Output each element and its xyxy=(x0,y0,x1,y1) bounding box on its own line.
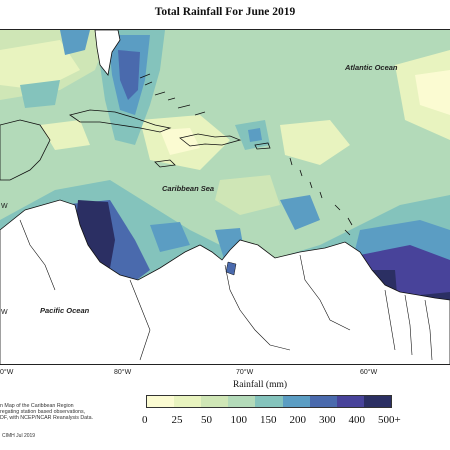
florida-landmass xyxy=(94,30,121,76)
atlantic-ocean-label: Atlantic Ocean xyxy=(345,63,398,72)
colorbar xyxy=(146,395,392,408)
colorbar-bin xyxy=(174,396,202,407)
colorbar-bin xyxy=(201,396,229,407)
colorbar-tick-label: 150 xyxy=(260,414,277,426)
border-line xyxy=(384,289,396,351)
rainfall-zone-dry xyxy=(415,70,450,115)
colorbar-tick-label: 0 xyxy=(142,414,148,426)
rainfall-zone-dry xyxy=(0,40,80,90)
lake-maracaibo xyxy=(225,261,237,276)
map-caption: n Map of the Caribbean Region regating s… xyxy=(0,403,112,422)
colorbar-tick-label: 25 xyxy=(171,414,183,426)
rainfall-zone-wet xyxy=(118,50,140,100)
rainfall-map[interactable] xyxy=(0,29,450,365)
rainfall-zone-wet xyxy=(280,195,320,230)
caption-line: regating station based observations, xyxy=(0,409,86,416)
map-title: Total Rainfall For June 2019 xyxy=(154,6,296,18)
colorbar-bin xyxy=(309,396,337,407)
rainfall-map-canvas xyxy=(0,30,450,364)
colorbar-tick-label: 200 xyxy=(289,414,307,426)
island-outlines xyxy=(0,73,353,236)
hispaniola-outline xyxy=(179,133,242,147)
colorbar-tick-label: 500+ xyxy=(378,414,401,426)
colorbar-tick-label: 400 xyxy=(348,414,366,426)
pacific-ocean-label: Pacific Ocean xyxy=(40,306,90,315)
longitude-label: 60°W xyxy=(360,369,378,376)
border-line xyxy=(224,264,291,351)
puerto-rico-outline xyxy=(254,142,271,150)
caption-line: DF, with NCEP/NCAR Reanalysis Data. xyxy=(0,415,94,422)
rainfall-zone-wet xyxy=(60,30,90,55)
colorbar-title: Rainfall (mm) xyxy=(232,380,288,390)
caption-line: n Map of the Caribbean Region xyxy=(0,403,74,409)
rainfall-zone-wet xyxy=(20,80,60,108)
continental-landmass xyxy=(0,199,450,364)
lesser-antilles-outline xyxy=(289,157,353,236)
jamaica-outline xyxy=(154,159,176,168)
yucatan-outline xyxy=(0,119,51,181)
land-masses xyxy=(0,30,450,364)
border-line xyxy=(19,219,56,291)
rainfall-zone-wet xyxy=(248,128,262,142)
colorbar-ticks: 0 25 50 100 150 200 300 400 500+ xyxy=(130,414,420,428)
colorbar-bin xyxy=(255,396,283,407)
longitude-label: 70°W xyxy=(236,369,254,376)
colorbar-tick-label: 100 xyxy=(230,414,248,426)
colorbar-bin xyxy=(336,396,364,407)
bahamas-outline xyxy=(139,73,206,116)
rainfall-zone-dry xyxy=(280,120,350,165)
longitude-label: 80°W xyxy=(114,369,132,376)
colorbar-bin xyxy=(228,396,256,407)
border-line xyxy=(424,299,433,361)
border-line xyxy=(299,254,351,331)
colorbar-bin xyxy=(282,396,310,407)
colorbar-tick-label: 50 xyxy=(201,414,212,426)
map-credit: CIMH Jul 2019 xyxy=(2,433,36,439)
caribbean-sea-label: Caribbean Sea xyxy=(162,184,215,193)
colorbar-bin xyxy=(147,396,175,407)
latitude-label: W xyxy=(1,203,8,210)
border-line xyxy=(404,294,413,356)
rainfall-zone-wet xyxy=(150,222,190,252)
country-borders xyxy=(19,219,433,361)
cuba-outline xyxy=(69,109,172,133)
colorbar-bin xyxy=(363,396,391,407)
longitude-label: 0°W xyxy=(0,369,14,376)
rainfall-zone-dry xyxy=(40,120,90,150)
rainfall-zone-dry xyxy=(215,175,280,215)
latitude-label: W xyxy=(1,309,8,316)
rainfall-zone-dry xyxy=(160,128,200,155)
border-line xyxy=(129,279,151,361)
colorbar-tick-label: 300 xyxy=(319,414,336,426)
